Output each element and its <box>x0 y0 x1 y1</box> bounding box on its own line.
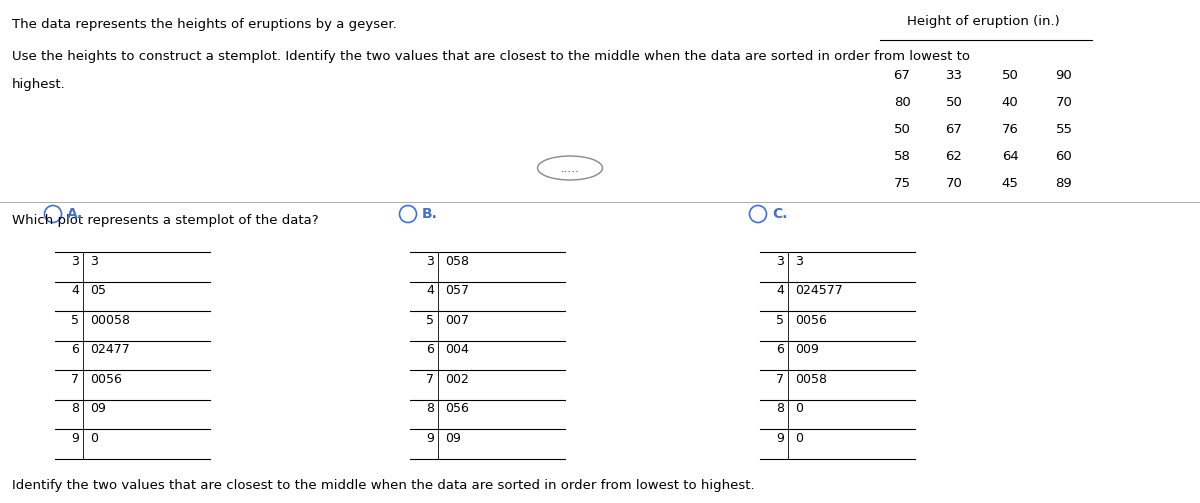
Text: 55: 55 <box>1056 123 1073 136</box>
Text: 8: 8 <box>71 402 79 415</box>
Text: 67: 67 <box>946 123 962 136</box>
Text: 8: 8 <box>426 402 434 415</box>
Text: A.: A. <box>67 207 83 221</box>
Text: 3: 3 <box>71 255 79 268</box>
Text: 70: 70 <box>946 177 962 190</box>
Text: 75: 75 <box>894 177 911 190</box>
Text: 004: 004 <box>445 344 469 357</box>
Text: 7: 7 <box>71 373 79 386</box>
Text: 45: 45 <box>1002 177 1019 190</box>
Text: 002: 002 <box>445 373 469 386</box>
Text: 3: 3 <box>90 255 98 268</box>
Text: 09: 09 <box>445 432 461 445</box>
Text: Identify the two values that are closest to the middle when the data are sorted : Identify the two values that are closest… <box>12 478 755 491</box>
Text: 058: 058 <box>445 255 469 268</box>
Text: 62: 62 <box>946 150 962 163</box>
Text: C.: C. <box>772 207 787 221</box>
Text: 3: 3 <box>776 255 784 268</box>
Text: 0058: 0058 <box>796 373 827 386</box>
Text: Height of eruption (in.): Height of eruption (in.) <box>907 15 1060 28</box>
Text: 3: 3 <box>426 255 434 268</box>
Text: 6: 6 <box>426 344 434 357</box>
Text: 057: 057 <box>445 285 469 297</box>
Text: 9: 9 <box>426 432 434 445</box>
Text: 009: 009 <box>796 344 818 357</box>
Text: 4: 4 <box>776 285 784 297</box>
Text: 70: 70 <box>1056 96 1073 109</box>
Text: 67: 67 <box>894 69 911 82</box>
Text: 0: 0 <box>796 432 803 445</box>
Text: 33: 33 <box>946 69 962 82</box>
Text: 0: 0 <box>796 402 803 415</box>
Text: Which plot represents a stemplot of the data?: Which plot represents a stemplot of the … <box>12 214 319 227</box>
Text: 50: 50 <box>1002 69 1019 82</box>
Text: 4: 4 <box>426 285 434 297</box>
Text: 76: 76 <box>1002 123 1019 136</box>
Text: 4: 4 <box>71 285 79 297</box>
Text: 3: 3 <box>796 255 803 268</box>
Text: 09: 09 <box>90 402 106 415</box>
Text: 60: 60 <box>1056 150 1073 163</box>
Text: 90: 90 <box>1056 69 1073 82</box>
Text: 50: 50 <box>894 123 911 136</box>
Text: The data represents the heights of eruptions by a geyser.: The data represents the heights of erupt… <box>12 18 397 31</box>
Text: B.: B. <box>422 207 438 221</box>
Text: 5: 5 <box>426 314 434 327</box>
Text: 0056: 0056 <box>796 314 827 327</box>
Text: 024577: 024577 <box>796 285 842 297</box>
Text: 5: 5 <box>776 314 784 327</box>
Text: 00058: 00058 <box>90 314 130 327</box>
Text: Use the heights to construct a stemplot. Identify the two values that are closes: Use the heights to construct a stemplot.… <box>12 50 970 63</box>
Text: 056: 056 <box>445 402 469 415</box>
Text: 58: 58 <box>894 150 911 163</box>
Text: 0: 0 <box>90 432 98 445</box>
Text: 7: 7 <box>776 373 784 386</box>
Text: 89: 89 <box>1056 177 1073 190</box>
Text: 6: 6 <box>776 344 784 357</box>
Text: 64: 64 <box>1002 150 1019 163</box>
Text: highest.: highest. <box>12 78 66 91</box>
Text: 0056: 0056 <box>90 373 122 386</box>
Text: .....: ..... <box>560 161 580 175</box>
Text: 02477: 02477 <box>90 344 130 357</box>
Text: 007: 007 <box>445 314 469 327</box>
Text: 40: 40 <box>1002 96 1019 109</box>
Text: 5: 5 <box>71 314 79 327</box>
Text: 50: 50 <box>946 96 962 109</box>
Text: 80: 80 <box>894 96 911 109</box>
Text: 7: 7 <box>426 373 434 386</box>
Text: 8: 8 <box>776 402 784 415</box>
Text: 9: 9 <box>71 432 79 445</box>
Text: 6: 6 <box>71 344 79 357</box>
Text: 9: 9 <box>776 432 784 445</box>
Text: 05: 05 <box>90 285 106 297</box>
